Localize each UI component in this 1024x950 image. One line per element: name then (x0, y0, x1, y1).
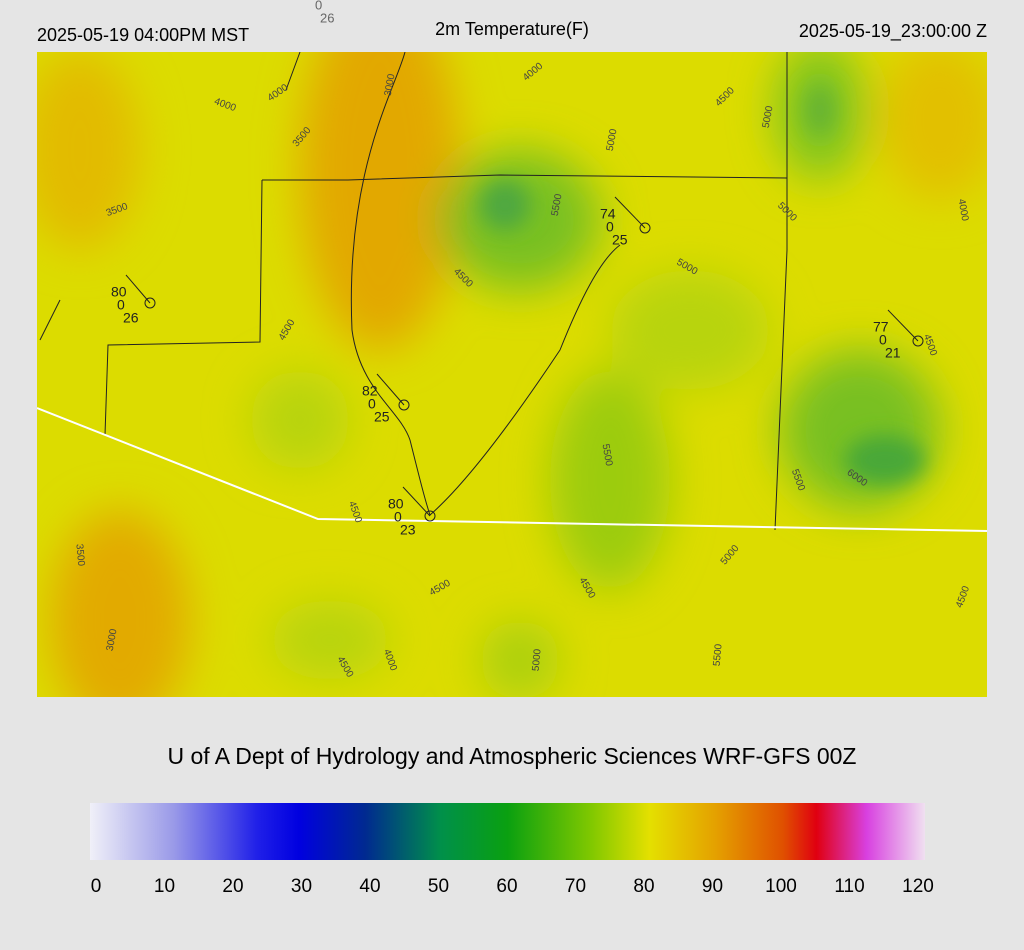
contour-label: 5000 (605, 128, 620, 152)
station-dew: 26 (123, 310, 139, 326)
station-dew: 23 (400, 522, 416, 538)
station-temp: 82 (362, 383, 378, 399)
station-temp: 80 (111, 284, 127, 300)
colorbar-tick-label: 120 (902, 876, 934, 897)
local-time: 2025-05-19 04:00PM MST (37, 25, 249, 45)
colorbar-tick-label: 90 (702, 876, 723, 897)
colorbar-tick-label: 40 (359, 876, 380, 897)
station-temp: 77 (873, 319, 889, 335)
colorbar-tick-label: 80 (633, 876, 654, 897)
wind-barb (887, 309, 919, 342)
contour-label: 5000 (531, 648, 544, 672)
station-dew: 21 (885, 345, 901, 361)
station-dew: 25 (612, 232, 628, 248)
contour-label: 5500 (712, 643, 725, 667)
contour-label: 5500 (550, 193, 565, 217)
colorbar-tick-label: 30 (291, 876, 312, 897)
station-temp: 80 (388, 496, 404, 512)
colorbar-tick-label: 70 (565, 876, 586, 897)
station-wind: 0 (315, 0, 322, 12)
contour-label: 3500 (73, 543, 86, 567)
station-wind: 0 (879, 332, 887, 348)
station-dew: 26 (320, 10, 334, 25)
contour-label: 5500 (600, 443, 615, 467)
station-circle (144, 297, 156, 309)
station-wind: 0 (394, 509, 402, 525)
station-dew: 25 (374, 409, 390, 425)
contour-label: 3000 (105, 628, 120, 652)
map-title: 2m Temperature(F) (435, 19, 589, 39)
station-circle (639, 222, 651, 234)
station-circle (398, 399, 410, 411)
station-wind: 0 (117, 297, 125, 313)
colorbar-tick-label: 10 (154, 876, 175, 897)
wind-barb (402, 486, 431, 517)
station-circle (912, 335, 924, 347)
colorbar-tick-label: 0 (91, 876, 102, 897)
station-circle (424, 510, 436, 522)
colorbar (90, 803, 925, 860)
valid-time: 2025-05-19_23:00:00 Z (799, 21, 987, 42)
contour-label: 4000 (956, 198, 971, 222)
contour-label: 5000 (761, 105, 776, 129)
colorbar-tick-label: 100 (765, 876, 797, 897)
wind-barb (614, 196, 646, 229)
station-wind: 0 (368, 396, 376, 412)
wind-barb (376, 373, 405, 406)
colorbar-tick-label: 60 (496, 876, 517, 897)
wind-barb (125, 274, 151, 304)
colorbar-tick-label: 110 (834, 876, 864, 897)
colorbar-tick-label: 20 (222, 876, 243, 897)
map (37, 52, 987, 697)
contour-label: 3000 (383, 73, 398, 97)
station-temp: 74 (600, 206, 616, 222)
station-wind: 0 (606, 219, 614, 235)
colorbar-tick-label: 50 (428, 876, 449, 897)
footer-title: U of A Dept of Hydrology and Atmospheric… (167, 743, 856, 769)
